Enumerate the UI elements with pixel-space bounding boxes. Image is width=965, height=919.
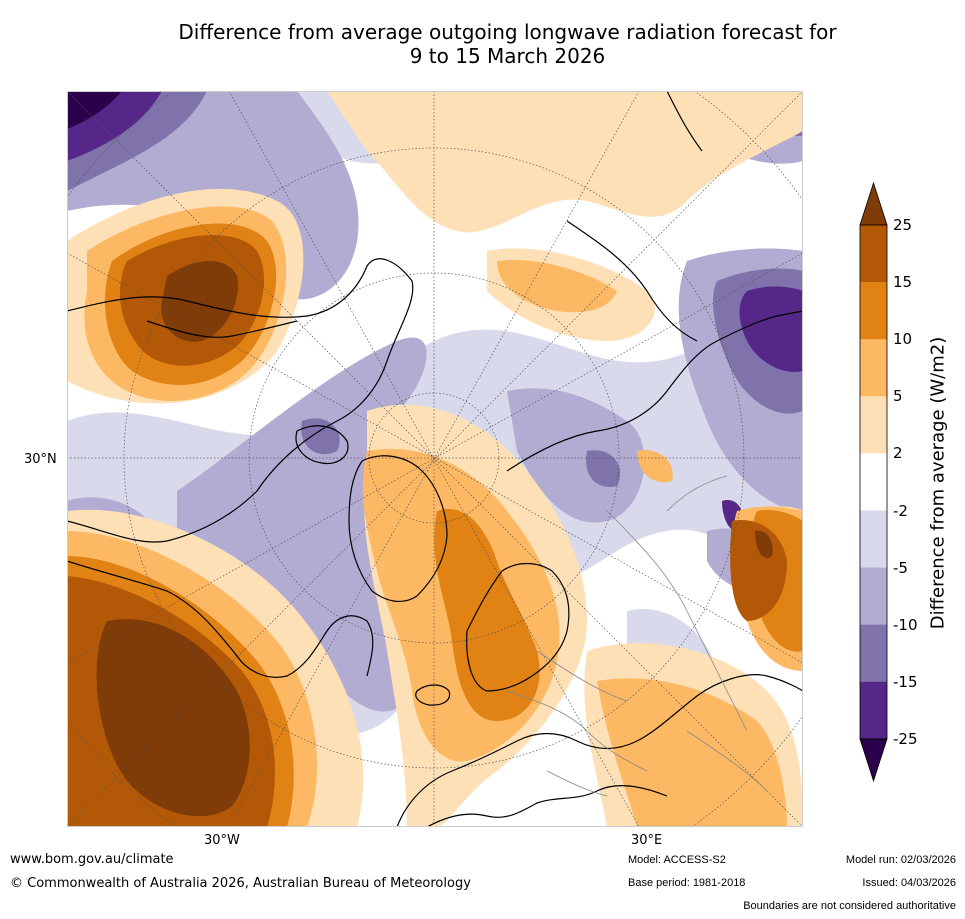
- coastline-asia-east: [566, 220, 698, 342]
- footer-base-period: Base period: 1981-2018: [628, 877, 746, 889]
- footer-model: Model: ACCESS-S2: [628, 854, 726, 866]
- colorbar-tick-label: -2: [893, 501, 908, 520]
- coastline-siberia: [506, 310, 803, 472]
- graticule: [67, 91, 803, 827]
- coastline-arctic-islands: [295, 425, 349, 465]
- anomaly-fill-darkest-brown: [96, 261, 773, 817]
- colorbar-tick-label: 2: [893, 444, 903, 463]
- footer-model-run: Model run: 02/03/2026: [845, 854, 956, 866]
- coastline-scandinavia: [466, 562, 570, 692]
- colorbar-bins: [859, 181, 888, 783]
- colorbar-tick-label: 15: [893, 273, 913, 292]
- colorbar-bin: [860, 282, 887, 340]
- coastline-alaska: [146, 320, 298, 338]
- colorbar-bin: [860, 339, 887, 397]
- coastline-iceland: [415, 684, 451, 706]
- colorbar-tick-label: 25: [893, 216, 913, 234]
- colorbar-label: Difference from average (W/m2): [927, 336, 949, 630]
- coastlines: [67, 91, 803, 827]
- colorbar-tick-label: -25: [893, 729, 918, 748]
- footer-website[interactable]: www.bom.gov.au/climate: [10, 852, 174, 867]
- colorbar-arrow-min: [859, 738, 888, 783]
- map-title-line-1: Difference from average outgoing longwav…: [178, 20, 837, 44]
- footer-issued: Issued: 04/03/2026: [862, 877, 956, 889]
- colorbar-bin: [860, 567, 887, 626]
- footer-disclaimer: Boundaries are not considered authoritat…: [743, 900, 956, 912]
- lat-label-30n: 30°N: [24, 452, 57, 467]
- coastline-japan: [666, 91, 703, 152]
- colorbar-arrow-max: [859, 181, 888, 226]
- colorbar-bin: [860, 225, 887, 283]
- colorbar-tick-label: 10: [893, 330, 913, 349]
- footer-copyright: © Commonwealth of Australia 2026, Austra…: [10, 876, 471, 891]
- colorbar-tick-label: -10: [893, 615, 918, 634]
- lon-label-30e: 30°E: [631, 833, 663, 848]
- map-title: Difference from average outgoing longwav…: [0, 20, 965, 68]
- colorbar: [859, 181, 888, 783]
- coastline-north-america-east: [67, 560, 374, 678]
- colorbar-bin: [860, 624, 887, 683]
- map-title-line-2: 9 to 15 March 2026: [409, 44, 606, 68]
- colorbar-tick-label: 5: [893, 387, 903, 406]
- colorbar-bin: [860, 396, 887, 454]
- anomaly-map: [67, 91, 803, 827]
- colorbar-bin: [860, 681, 887, 740]
- coastline-greenland: [348, 455, 448, 603]
- colorbar-tick-label: -5: [893, 558, 908, 577]
- coastline-north-america: [67, 258, 414, 543]
- coastline-mediterranean: [426, 785, 668, 827]
- coastline-europe: [396, 674, 803, 827]
- colorbar-bin: [860, 510, 887, 569]
- lon-label-30w: 30°W: [204, 833, 240, 848]
- colorbar-bin: [860, 453, 887, 511]
- country-borders: [506, 475, 768, 797]
- colorbar-tick-label: -15: [893, 672, 918, 691]
